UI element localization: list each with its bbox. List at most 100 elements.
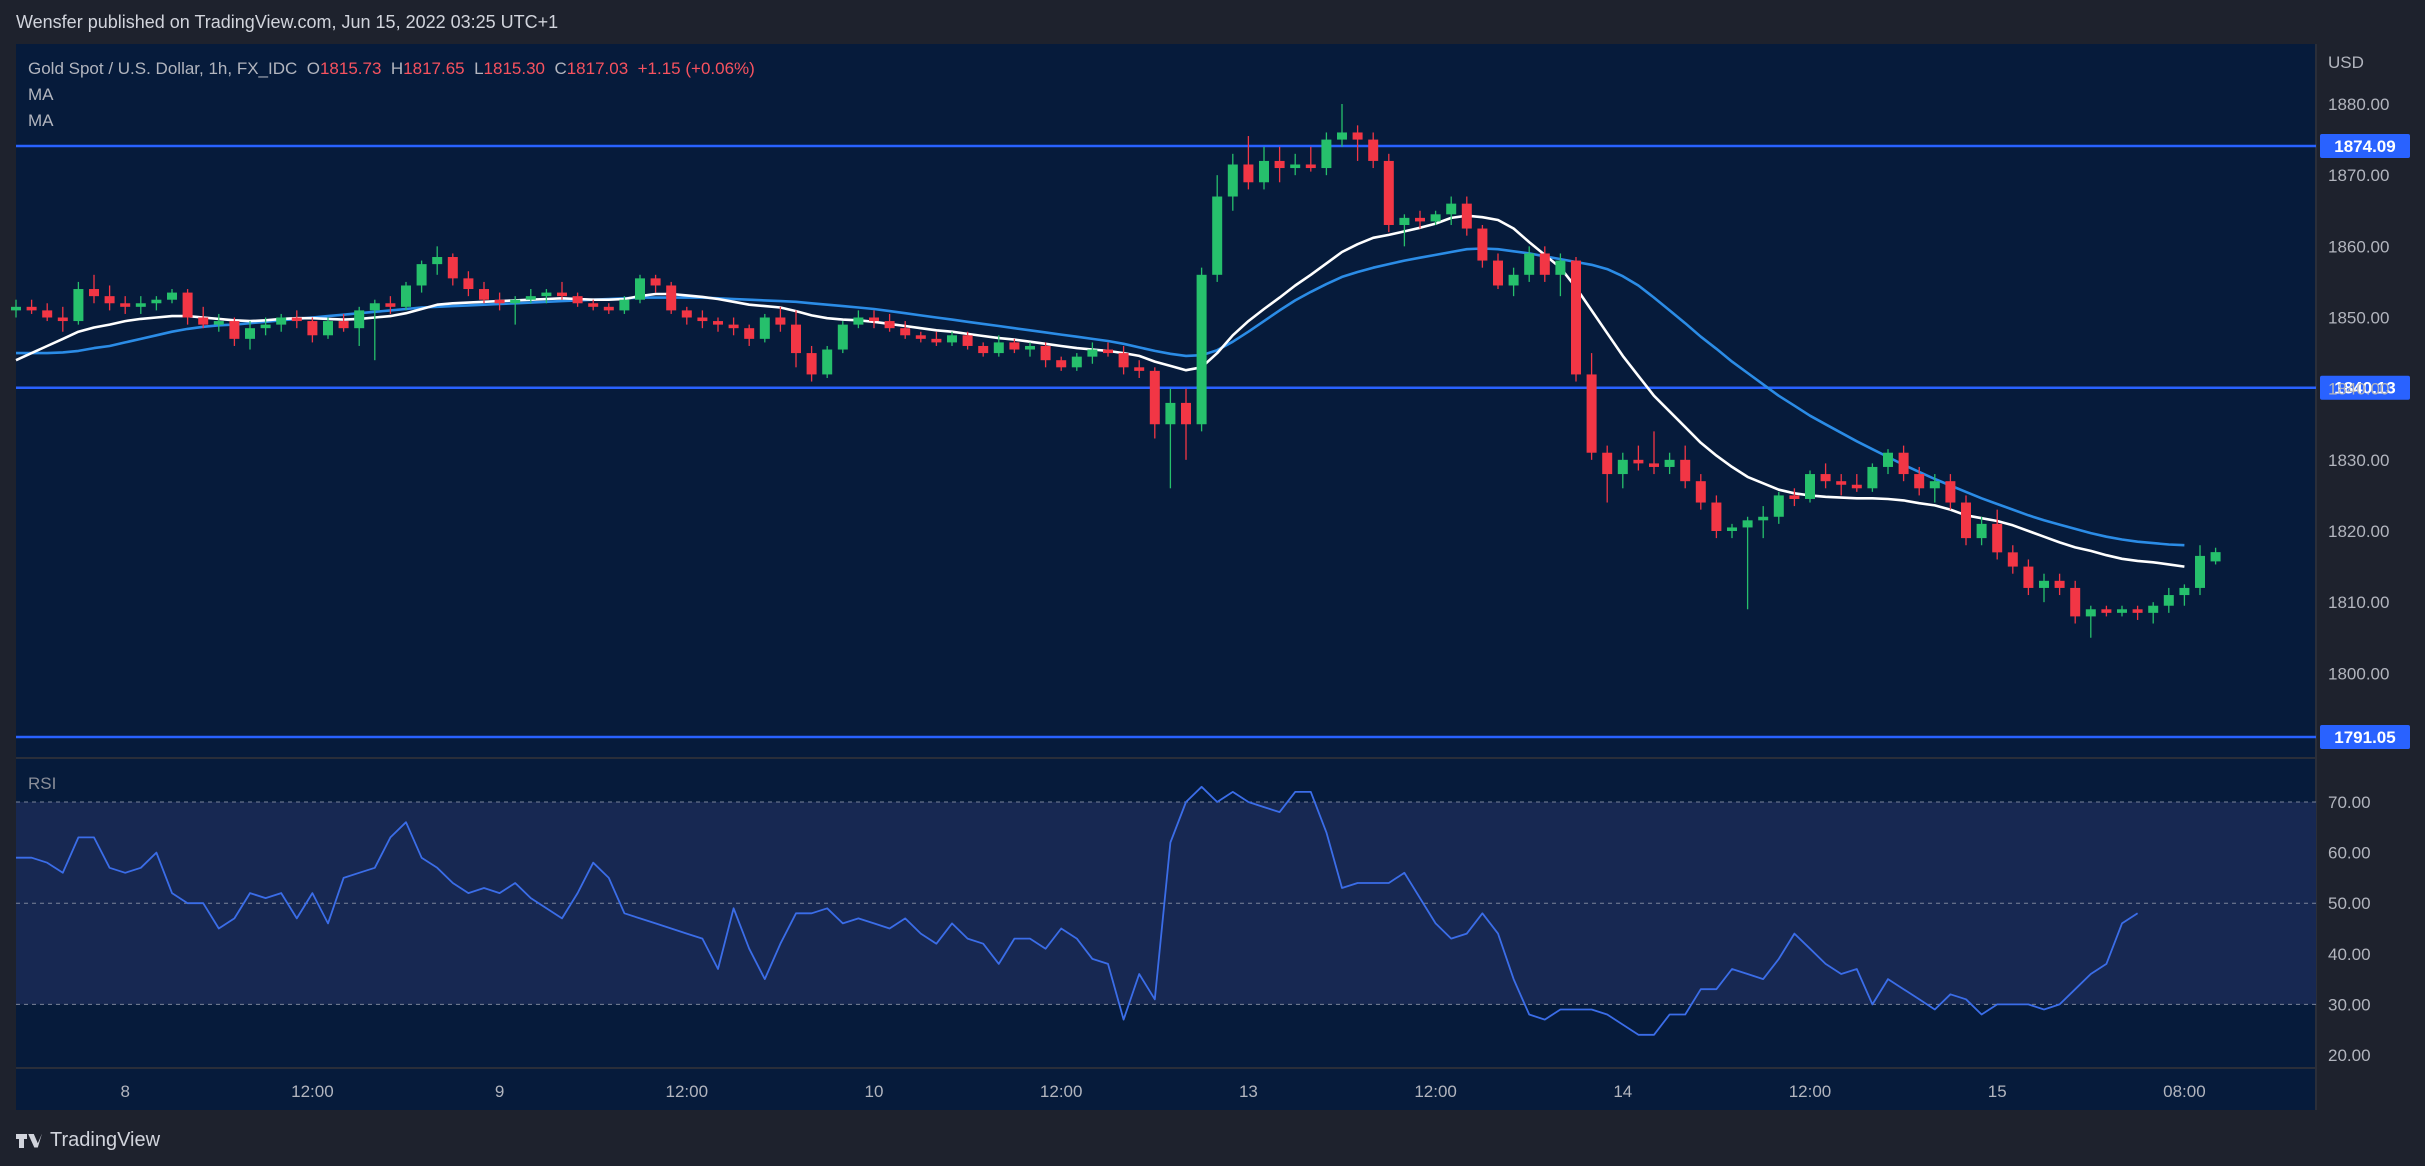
candle-body[interactable]	[2070, 587, 2081, 617]
candle-body[interactable]	[962, 335, 973, 346]
candle-body[interactable]	[1805, 474, 1815, 499]
candle-body[interactable]	[2195, 555, 2205, 588]
candle-body[interactable]	[167, 292, 177, 300]
candle-body[interactable]	[1961, 502, 1971, 539]
candle-body[interactable]	[1352, 132, 1363, 140]
candle-body[interactable]	[2148, 605, 2159, 613]
candle-body[interactable]	[1212, 196, 1223, 275]
candle-body[interactable]	[947, 335, 957, 343]
candle-body[interactable]	[2054, 580, 2065, 588]
candle-body[interactable]	[494, 299, 505, 304]
candle-body[interactable]	[1742, 520, 1753, 528]
ma-indicator-1[interactable]: MA	[28, 85, 54, 104]
ma-indicator-2[interactable]: MA	[28, 111, 54, 130]
candle-body[interactable]	[447, 257, 458, 279]
candle-body[interactable]	[791, 324, 801, 354]
candle-body[interactable]	[728, 324, 739, 329]
candle-body[interactable]	[1493, 260, 1503, 286]
candle-body[interactable]	[2039, 580, 2049, 588]
candle-body[interactable]	[338, 321, 349, 329]
candle-body[interactable]	[1617, 459, 1628, 475]
candle-body[interactable]	[1461, 203, 1472, 229]
candle-body[interactable]	[853, 317, 864, 325]
candle-body[interactable]	[681, 310, 692, 318]
candle-body[interactable]	[245, 328, 255, 339]
candle-body[interactable]	[869, 317, 879, 322]
candle-body[interactable]	[1758, 516, 1769, 521]
candle-body[interactable]	[260, 324, 271, 329]
candle-body[interactable]	[416, 264, 427, 286]
candle-body[interactable]	[1009, 342, 1020, 350]
candle-body[interactable]	[291, 317, 302, 322]
candle-body[interactable]	[1337, 132, 1347, 140]
candle-body[interactable]	[135, 303, 146, 307]
rsi-pane-label[interactable]: RSI	[28, 774, 57, 793]
candle-body[interactable]	[619, 299, 630, 311]
candle-body[interactable]	[1851, 484, 1862, 489]
candle-body[interactable]	[635, 278, 645, 300]
candle-body[interactable]	[2085, 609, 2096, 617]
candle-body[interactable]	[1321, 139, 1332, 169]
candle-body[interactable]	[915, 335, 926, 339]
candle-body[interactable]	[2163, 595, 2174, 606]
candle-body[interactable]	[1695, 481, 1706, 503]
candle-body[interactable]	[1305, 164, 1316, 169]
candle-body[interactable]	[11, 306, 21, 311]
candle-body[interactable]	[1555, 260, 1566, 275]
candle-body[interactable]	[1149, 370, 1160, 425]
candle-body[interactable]	[1976, 523, 1987, 539]
candle-body[interactable]	[2007, 552, 2018, 567]
candle-body[interactable]	[151, 299, 162, 304]
candle-body[interactable]	[1727, 527, 1737, 531]
candle-body[interactable]	[1259, 160, 1269, 183]
candle-body[interactable]	[1477, 228, 1488, 261]
candle-body[interactable]	[822, 349, 833, 375]
candle-body[interactable]	[1181, 402, 1191, 425]
candle-body[interactable]	[401, 285, 411, 307]
candle-body[interactable]	[42, 310, 53, 318]
candle-body[interactable]	[1056, 360, 1067, 368]
candle-body[interactable]	[1992, 523, 2003, 553]
candle-body[interactable]	[1524, 253, 1535, 275]
candle-body[interactable]	[931, 338, 942, 343]
candle-body[interactable]	[1118, 353, 1129, 368]
candle-body[interactable]	[1415, 217, 1425, 222]
candle-body[interactable]	[1945, 481, 1956, 503]
candle-body[interactable]	[1773, 495, 1784, 517]
candle-body[interactable]	[1103, 349, 1113, 354]
candle-body[interactable]	[307, 321, 318, 336]
candle-body[interactable]	[57, 317, 68, 322]
candle-body[interactable]	[666, 285, 677, 311]
symbol-label[interactable]: Gold Spot / U.S. Dollar, 1h, FX_IDC	[28, 59, 298, 78]
candle-body[interactable]	[759, 317, 770, 339]
candle-body[interactable]	[354, 310, 365, 329]
candle-body[interactable]	[213, 321, 224, 325]
candle-body[interactable]	[744, 328, 755, 339]
candle-body[interactable]	[525, 296, 536, 300]
candle-body[interactable]	[26, 306, 37, 311]
candle-body[interactable]	[369, 303, 380, 311]
candle-body[interactable]	[1508, 274, 1519, 286]
candle-body[interactable]	[1836, 481, 1847, 485]
candle-body[interactable]	[1649, 463, 1659, 467]
candle-body[interactable]	[1586, 374, 1597, 453]
candle-body[interactable]	[588, 303, 599, 307]
candle-body[interactable]	[198, 317, 209, 325]
candle-body[interactable]	[1867, 466, 1878, 489]
candle-body[interactable]	[323, 321, 333, 336]
candle-body[interactable]	[89, 289, 99, 297]
candle-body[interactable]	[1227, 164, 1238, 197]
candle-body[interactable]	[1664, 459, 1675, 467]
candle-body[interactable]	[73, 289, 84, 322]
candle-body[interactable]	[1087, 349, 1098, 357]
candle-body[interactable]	[1711, 502, 1722, 531]
candle-body[interactable]	[2101, 609, 2112, 613]
candle-body[interactable]	[1539, 253, 1550, 275]
candle-body[interactable]	[1290, 164, 1301, 169]
candle-body[interactable]	[697, 317, 708, 322]
candle-body[interactable]	[1134, 367, 1145, 371]
candle-body[interactable]	[2179, 587, 2190, 596]
candle-body[interactable]	[978, 345, 989, 354]
candle-body[interactable]	[1602, 452, 1613, 475]
